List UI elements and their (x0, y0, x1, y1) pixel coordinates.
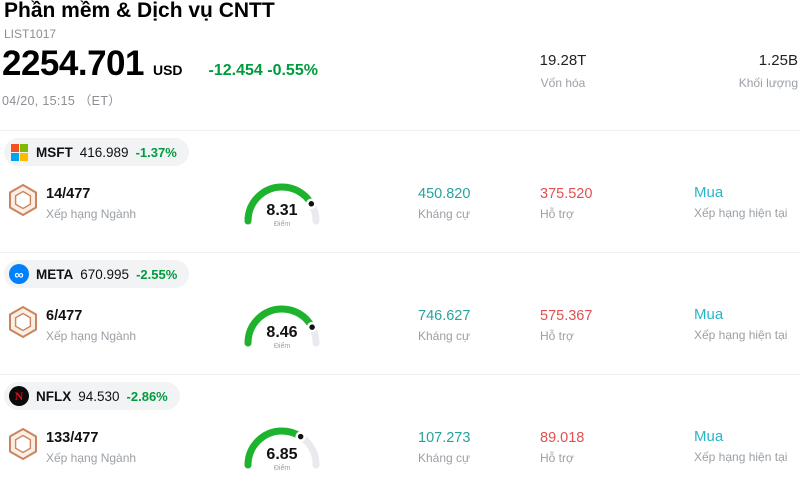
score-value: 8.31 (266, 202, 298, 219)
market-cap-value: 19.28T (539, 52, 587, 69)
ticker-symbol: MSFT (36, 144, 73, 160)
volume-label: Khối lượng (738, 76, 798, 90)
hexagon-badge-icon (9, 305, 37, 339)
ticker-pill[interactable]: MSFT 416.989 -1.37% (4, 138, 189, 166)
page-title: Phần mềm & Dịch vụ CNTT (4, 0, 275, 22)
score-gauge: 8.46 Điểm (237, 297, 327, 355)
stock-change: -2.86% (126, 388, 168, 404)
microsoft-logo-icon (9, 142, 29, 162)
market-cap-label: Vốn hóa (540, 76, 586, 90)
support-label: Hỗ trợ (540, 329, 574, 343)
stock-row-nflx[interactable]: N NFLX 94.530 -2.86% 133/477 Xếp hạng Ng… (0, 374, 800, 488)
support-cell: 89.018 Hỗ trợ (540, 430, 584, 465)
rating-label: Xếp hạng hiện tại (694, 450, 788, 464)
index-change: -12.454 -0.55% (208, 62, 318, 79)
ticker-pill[interactable]: N NFLX 94.530 -2.86% (4, 382, 180, 410)
hexagon-badge-icon (9, 427, 37, 461)
support-label: Hỗ trợ (540, 207, 574, 221)
quote-timestamp: 04/20, 15:15 （ET） (2, 94, 122, 108)
hexagon-badge-icon (9, 183, 37, 217)
stock-price: 416.989 (79, 144, 129, 160)
ticker-pill[interactable]: ∞ META 670.995 -2.55% (4, 260, 190, 288)
stock-row-meta[interactable]: ∞ META 670.995 -2.55% 6/477 Xếp hạng Ngà… (0, 252, 800, 374)
list-id: LIST1017 (4, 27, 57, 41)
resistance-label: Kháng cự (418, 207, 471, 221)
industry-rank-label: Xếp hạng Ngành (46, 329, 137, 343)
resistance-value: 450.820 (418, 186, 471, 202)
industry-rank-label: Xếp hạng Ngành (46, 207, 137, 221)
resistance-cell: 746.627 Kháng cự (418, 308, 470, 343)
resistance-cell: 107.273 Kháng cự (418, 430, 470, 465)
ticker-symbol: NFLX (36, 388, 72, 404)
rating-label: Xếp hạng hiện tại (694, 328, 788, 342)
resistance-value: 746.627 (418, 308, 471, 324)
rating-cell: Mua Xếp hạng hiện tại (694, 184, 787, 220)
industry-rank-label: Xếp hạng Ngành (46, 451, 137, 465)
stock-change: -2.55% (136, 266, 178, 282)
support-value: 89.018 (540, 430, 585, 446)
stock-change: -1.37% (135, 144, 177, 160)
resistance-value: 107.273 (418, 430, 471, 446)
rating-cell: Mua Xếp hạng hiện tại (694, 428, 787, 464)
score-label: Điểm (273, 465, 291, 472)
support-label: Hỗ trợ (540, 451, 574, 465)
support-value: 575.367 (540, 308, 593, 324)
rating-value: Mua (694, 184, 724, 201)
support-cell: 575.367 Hỗ trợ (540, 308, 592, 343)
resistance-cell: 450.820 Kháng cự (418, 186, 470, 221)
stock-price: 670.995 (80, 266, 130, 282)
score-label: Điểm (273, 343, 291, 350)
rating-cell: Mua Xếp hạng hiện tại (694, 306, 787, 342)
rating-value: Mua (694, 428, 724, 445)
industry-rank: 6/477 (46, 308, 83, 324)
stock-row-msft[interactable]: MSFT 416.989 -1.37% 14/477 Xếp hạng Ngàn… (0, 130, 800, 252)
score-label: Điểm (273, 221, 291, 228)
meta-logo-icon: ∞ (9, 264, 29, 284)
resistance-label: Kháng cự (418, 451, 471, 465)
industry-rank: 133/477 (46, 430, 99, 446)
market-cap-stat: 19.28T Vốn hóa (528, 52, 598, 90)
industry-rank: 14/477 (46, 186, 91, 202)
rating-value: Mua (694, 306, 724, 323)
rating-label: Xếp hạng hiện tại (694, 206, 788, 220)
index-price-row: 2254.701 USD -12.454 -0.55% (2, 44, 318, 84)
industry-rank-cell: 14/477 Xếp hạng Ngành (46, 186, 136, 221)
support-value: 375.520 (540, 186, 593, 202)
index-price: 2254.701 (2, 44, 144, 83)
currency-label: USD (152, 62, 183, 78)
score-gauge: 6.85 Điểm (237, 419, 327, 477)
volume-stat: 1.25B Khối lượng (712, 52, 798, 90)
score-gauge: 8.31 Điểm (237, 175, 327, 233)
stock-price: 94.530 (78, 388, 120, 404)
volume-value: 1.25B (758, 52, 798, 69)
resistance-label: Kháng cự (418, 329, 471, 343)
support-cell: 375.520 Hỗ trợ (540, 186, 592, 221)
industry-rank-cell: 133/477 Xếp hạng Ngành (46, 430, 136, 465)
score-value: 6.85 (266, 446, 298, 463)
netflix-logo-icon: N (9, 386, 29, 406)
ticker-symbol: META (36, 266, 74, 282)
industry-rank-cell: 6/477 Xếp hạng Ngành (46, 308, 136, 343)
score-value: 8.46 (266, 324, 298, 341)
